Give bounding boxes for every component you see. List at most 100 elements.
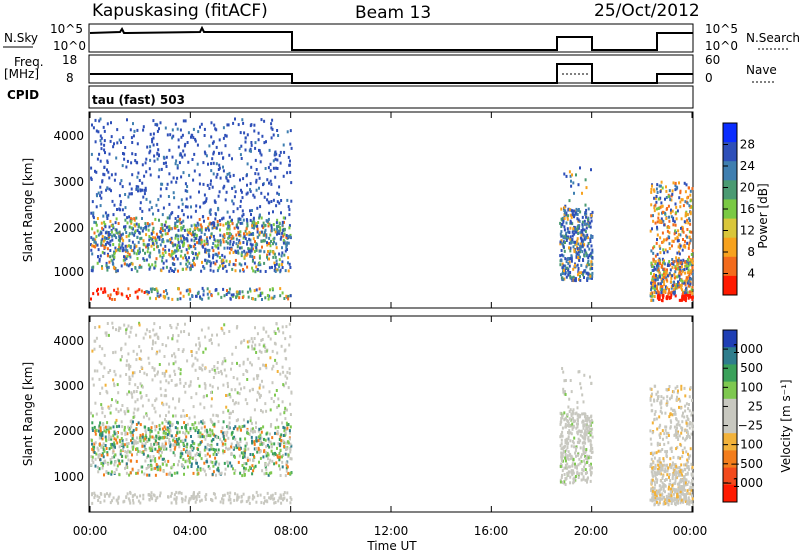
heatmap-cell xyxy=(278,221,281,225)
heatmap-cell xyxy=(661,257,664,261)
heatmap-cell xyxy=(106,247,109,251)
heatmap-cell xyxy=(563,249,566,253)
heatmap-cell xyxy=(116,431,118,435)
heatmap-cell xyxy=(232,376,235,379)
heatmap-cell xyxy=(145,225,147,229)
heatmap-cell xyxy=(258,395,261,399)
heatmap-cell xyxy=(250,337,253,341)
heatmap-cell xyxy=(262,442,265,446)
heatmap-cell xyxy=(246,240,249,243)
heatmap-cell xyxy=(671,290,674,294)
heatmap-cell xyxy=(661,299,664,303)
heatmap-cell xyxy=(590,168,592,172)
heatmap-cell xyxy=(288,224,291,228)
heatmap-cell xyxy=(564,466,567,470)
heatmap-cell xyxy=(119,449,122,453)
heatmap-cell xyxy=(227,436,230,440)
heatmap-cell xyxy=(575,454,577,458)
heatmap-cell xyxy=(278,264,281,268)
power-ytick-1000: 1000 xyxy=(53,265,84,279)
heatmap-cell xyxy=(576,425,579,429)
heatmap-cell xyxy=(113,441,116,445)
heatmap-cell xyxy=(668,219,671,223)
heatmap-cell xyxy=(174,373,177,376)
heatmap-cell xyxy=(268,432,271,436)
heatmap-cell xyxy=(156,495,159,499)
heatmap-cell xyxy=(268,266,271,270)
heatmap-cell xyxy=(589,375,591,379)
heatmap-cell xyxy=(248,495,251,499)
heatmap-cell xyxy=(573,250,576,254)
heatmap-cell xyxy=(263,195,266,199)
heatmap-cell xyxy=(663,283,666,287)
heatmap-cell xyxy=(271,436,274,440)
heatmap-cell xyxy=(688,290,691,294)
heatmap-cell xyxy=(246,420,249,424)
heatmap-cell xyxy=(206,430,209,434)
heatmap-cell xyxy=(257,294,260,298)
heatmap-cell xyxy=(94,169,96,173)
heatmap-cell xyxy=(259,231,262,235)
heatmap-cell xyxy=(575,255,578,259)
heatmap-cell xyxy=(286,248,288,251)
heatmap-cell xyxy=(120,140,122,144)
heatmap-cell xyxy=(171,250,174,253)
heatmap-cell xyxy=(148,473,151,477)
heatmap-cell xyxy=(136,235,139,239)
heatmap-cell xyxy=(672,216,675,220)
heatmap-cell xyxy=(188,333,190,336)
heatmap-cell xyxy=(151,449,154,453)
heatmap-cell xyxy=(244,237,247,241)
heatmap-cell xyxy=(187,454,189,458)
heatmap-cell xyxy=(198,236,201,240)
heatmap-cell xyxy=(679,270,682,274)
heatmap-cell xyxy=(190,396,193,400)
heatmap-cell xyxy=(584,230,587,233)
heatmap-cell xyxy=(252,193,255,197)
heatmap-cell xyxy=(161,436,164,440)
heatmap-cell xyxy=(278,252,281,256)
heatmap-cell xyxy=(655,200,658,204)
heatmap-cell xyxy=(93,240,96,244)
heatmap-cell xyxy=(100,403,103,407)
heatmap-cell xyxy=(666,274,669,278)
heatmap-cell xyxy=(177,459,180,463)
heatmap-cell xyxy=(180,426,183,430)
heatmap-cell xyxy=(240,246,243,250)
heatmap-cell xyxy=(246,183,248,187)
heatmap-cell xyxy=(652,246,655,250)
heatmap-cell xyxy=(269,337,272,341)
heatmap-cell xyxy=(267,166,270,170)
heatmap-cell xyxy=(148,151,151,155)
heatmap-cell xyxy=(577,242,580,246)
heatmap-cell xyxy=(253,454,255,458)
heatmap-cell xyxy=(208,467,211,470)
heatmap-cell xyxy=(679,189,682,193)
heatmap-cell xyxy=(151,342,154,346)
heatmap-cell xyxy=(126,254,129,258)
heatmap-cell xyxy=(119,408,122,412)
heatmap-cell xyxy=(561,253,563,257)
heatmap-cell xyxy=(662,280,665,284)
heatmap-cell xyxy=(105,430,108,434)
heatmap-cell xyxy=(159,194,162,198)
heatmap-cell xyxy=(120,292,123,296)
heatmap-cell xyxy=(155,425,158,429)
heatmap-cell xyxy=(249,189,252,193)
heatmap-cell xyxy=(134,229,137,233)
heatmap-cell xyxy=(562,278,565,282)
heatmap-cell xyxy=(234,249,237,253)
heatmap-cell xyxy=(104,225,107,229)
heatmap-cell xyxy=(687,279,690,283)
heatmap-cell xyxy=(236,446,239,450)
heatmap-cell xyxy=(680,265,683,269)
heatmap-cell xyxy=(201,421,204,425)
heatmap-cell xyxy=(199,499,202,503)
heatmap-cell xyxy=(207,216,210,220)
heatmap-cell xyxy=(166,428,169,432)
heatmap-cell xyxy=(141,444,144,448)
heatmap-cell xyxy=(570,259,573,263)
heatmap-cell xyxy=(171,256,174,260)
heatmap-cell xyxy=(214,262,217,266)
heatmap-cell xyxy=(252,297,254,301)
